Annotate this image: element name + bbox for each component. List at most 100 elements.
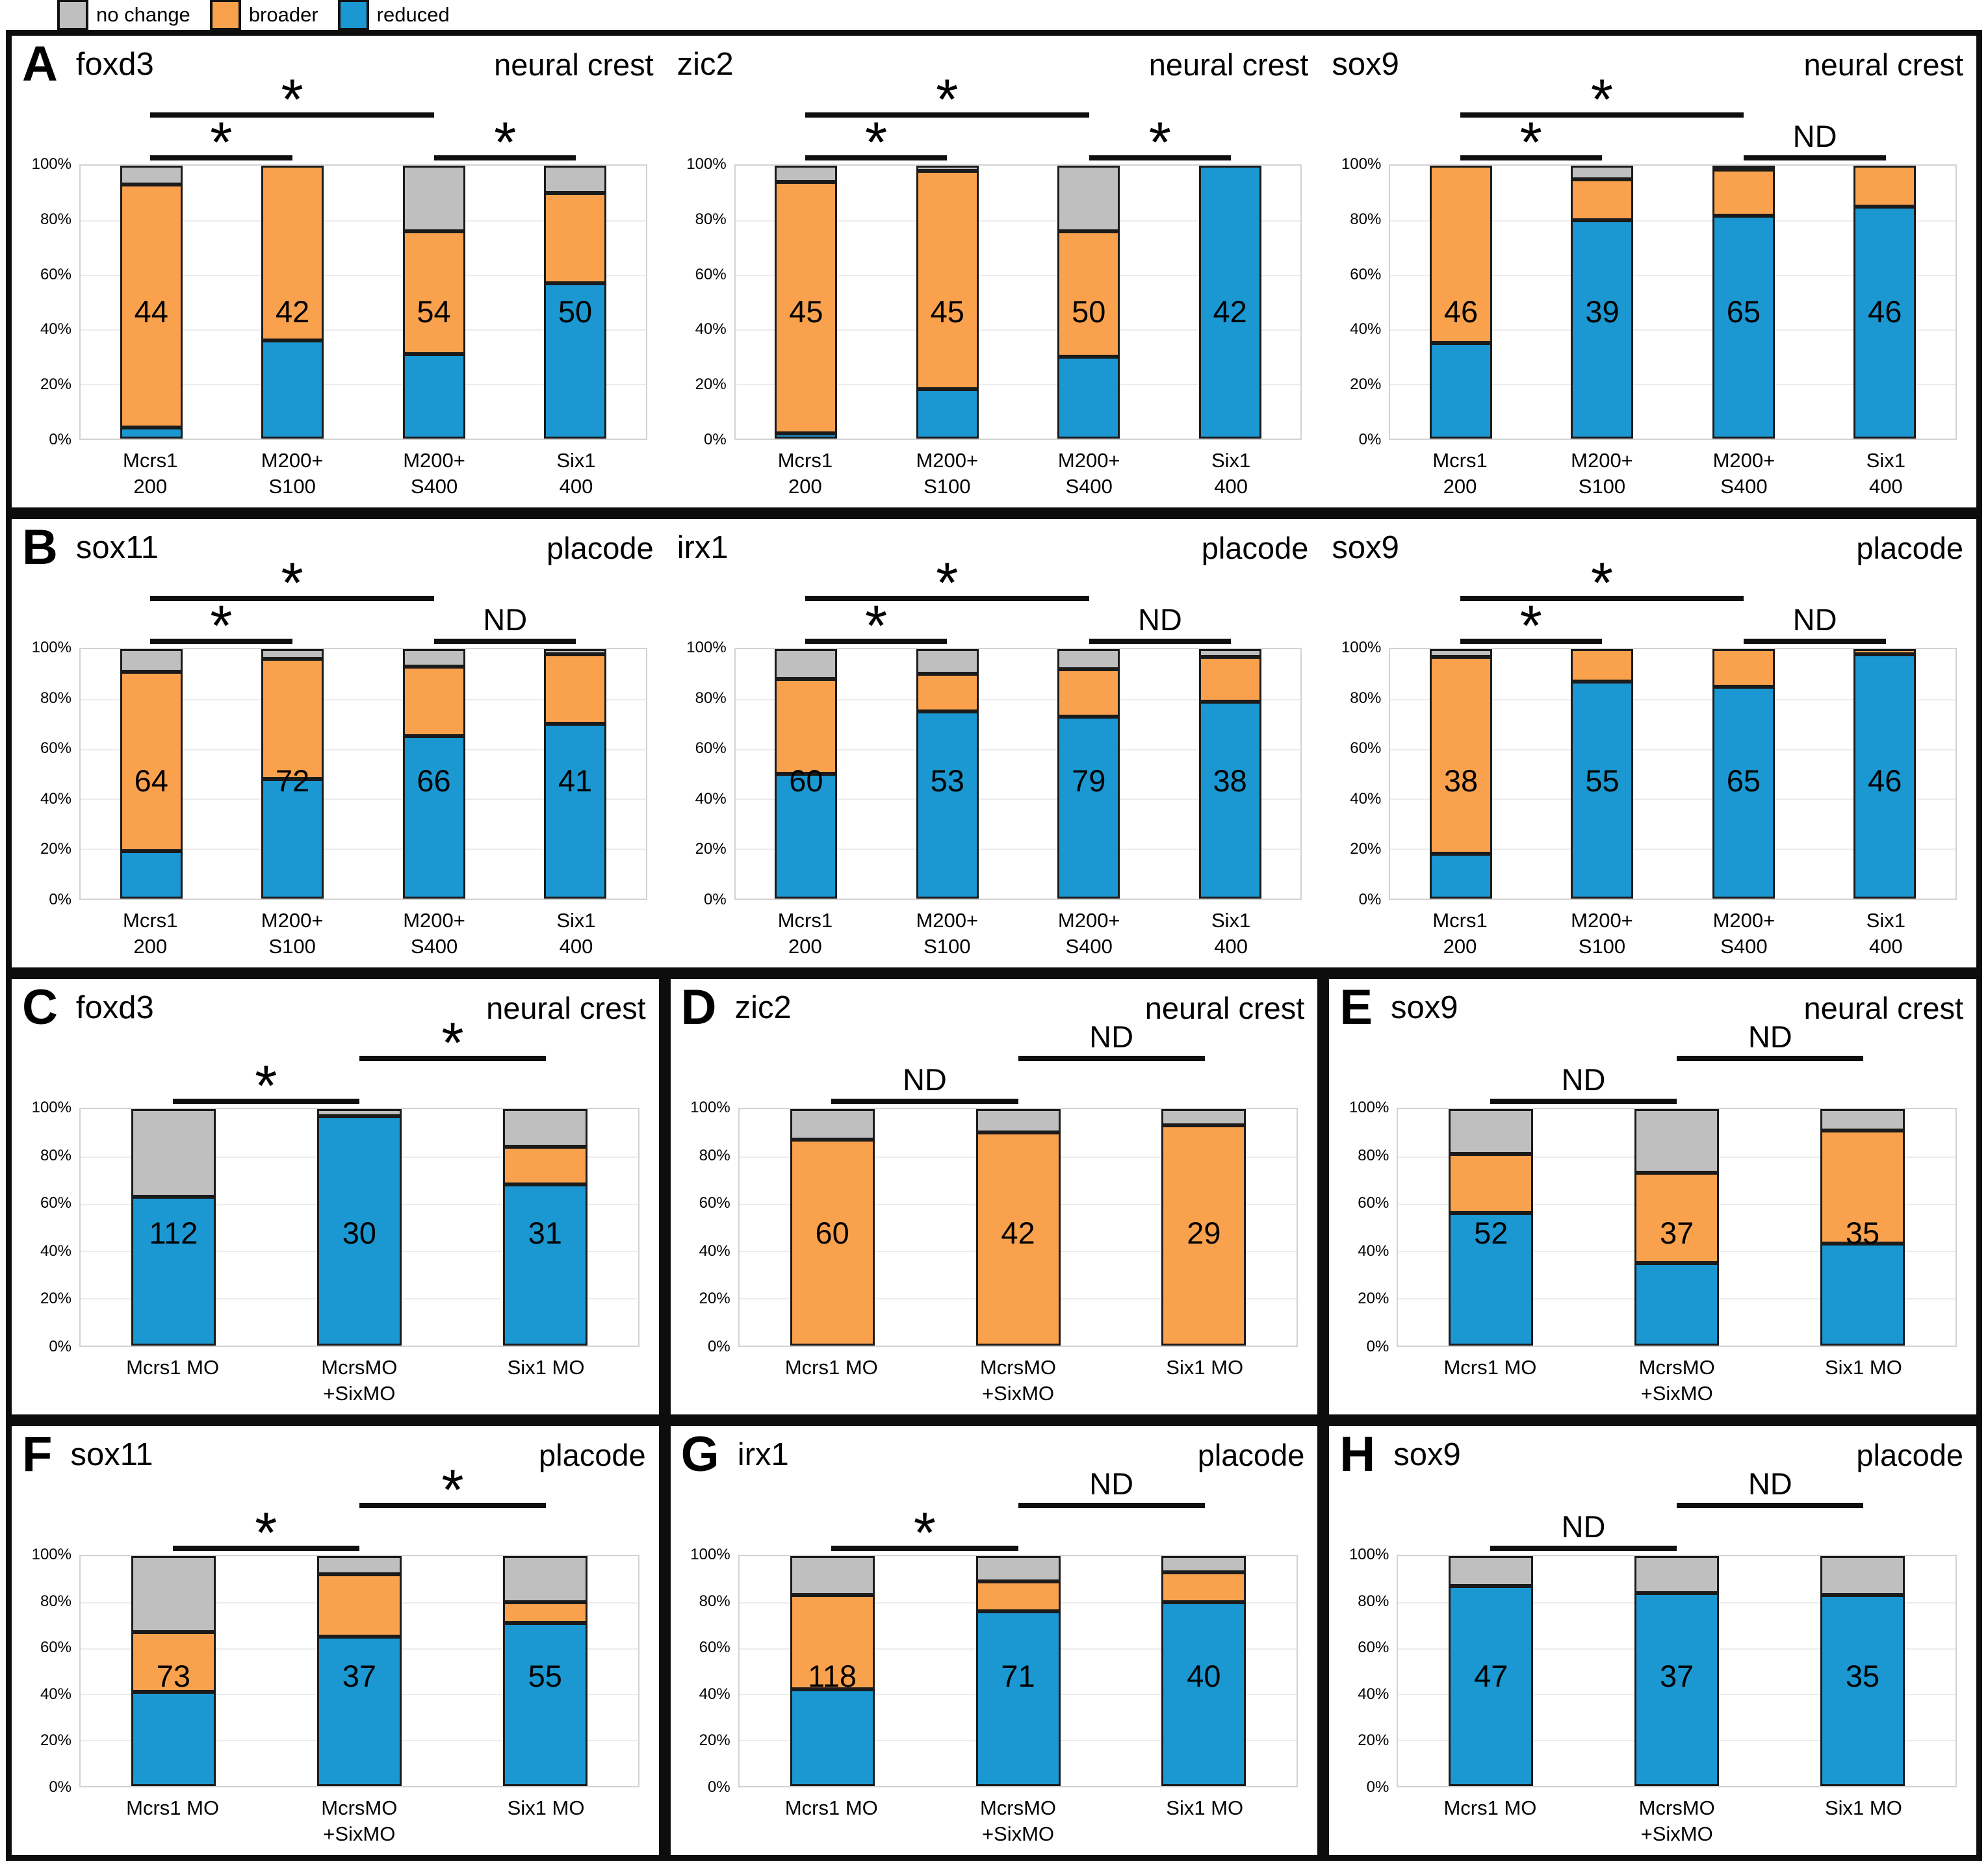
n-label: 50	[558, 294, 593, 329]
bars: 46 39 65 46	[1390, 166, 1956, 439]
bars: 112 30 31	[81, 1109, 638, 1346]
bar-six1-400	[543, 166, 606, 439]
y-tick: 80%	[40, 1146, 71, 1164]
gene-title: sox9	[1332, 47, 1399, 82]
bar-slot: 66	[363, 649, 504, 899]
x-label-line: M200+	[261, 909, 324, 932]
x-axis-labels: Mcrs1 200 M200+ S100 M200+ S400 Six1 400	[79, 440, 647, 501]
x-category-label: M200+ S100	[1531, 908, 1673, 961]
bar-slot: 37	[1584, 1556, 1770, 1786]
y-tick: 100%	[690, 1099, 730, 1116]
segment-broader	[1430, 656, 1493, 854]
segment-no-change	[120, 649, 183, 672]
x-label-line: 400	[559, 934, 593, 958]
plot-area: 47 37 35	[1397, 1555, 1957, 1787]
chart-header: zic2 neural crest	[677, 38, 1309, 90]
bar-mcrs1-200	[120, 649, 183, 899]
x-label-line: Six1	[1211, 909, 1251, 932]
y-tick: 0%	[49, 1778, 71, 1796]
y-tick: 80%	[1358, 1146, 1389, 1164]
y-tick: 0%	[1366, 1338, 1389, 1355]
y-tick: 40%	[1350, 320, 1382, 339]
x-label-line: Six1 MO	[507, 1796, 585, 1819]
x-category-label: McrsMO +SixMO	[266, 1355, 452, 1408]
segment-broader	[1430, 166, 1493, 343]
bar-slot: 53	[877, 649, 1018, 899]
x-axis-labels: Mcrs1 200 M200+ S100 M200+ S400 Six1 400	[1389, 900, 1957, 961]
chart-grid: ND ND 100% 80% 60% 40% 20% 0% 47 37 35 Mcrs1 MO Mcrs…	[1339, 1468, 1963, 1848]
segment-no-change	[775, 649, 838, 680]
segment-no-change	[1449, 1556, 1534, 1587]
y-tick: 60%	[40, 739, 71, 758]
y-tick: 80%	[40, 1592, 71, 1610]
segment-broader	[790, 1140, 875, 1346]
bar-slot: 55	[452, 1556, 638, 1786]
significance-label: ND	[902, 1062, 947, 1097]
tissue-label: placode	[1856, 530, 1964, 565]
n-label: 79	[1072, 763, 1106, 799]
gridline	[81, 849, 646, 850]
x-label-line: M200+	[1712, 909, 1775, 932]
n-label: 38	[1443, 763, 1478, 799]
segment-reduced	[1634, 1262, 1720, 1346]
chart-grid: * * * 100% 80% 60% 40% 20% 0% 44 42 54 50 Mcrs1 200 M20…	[22, 70, 654, 501]
significance-line	[1018, 1503, 1205, 1508]
x-category-label: M200+ S400	[1673, 448, 1814, 501]
x-category-label: Six1 MO	[452, 1355, 639, 1408]
x-label-line: M200+	[1057, 449, 1120, 472]
x-category-label: Six1 400	[1160, 448, 1302, 501]
segment-reduced	[402, 353, 465, 439]
segment-broader	[975, 1132, 1061, 1346]
segment-broader	[543, 193, 606, 283]
bar-m200-s100	[1571, 166, 1634, 439]
significance-label: *	[913, 1500, 936, 1565]
tissue-label: neural crest	[1803, 47, 1964, 82]
bar-slot: 37	[266, 1556, 452, 1786]
x-label-line: 200	[133, 474, 168, 498]
segment-no-change	[1161, 1556, 1246, 1572]
segment-reduced	[543, 283, 606, 439]
y-tick: 60%	[1358, 1194, 1389, 1212]
bar-m200-s400	[1057, 649, 1120, 899]
panel-letter: A	[22, 36, 58, 92]
y-tick: 0%	[1358, 431, 1382, 448]
bar-slot: 72	[222, 649, 363, 899]
segment-no-change	[316, 1556, 402, 1575]
segment-no-change	[1712, 166, 1775, 170]
segment-broader	[402, 231, 465, 354]
gridline	[1390, 748, 1956, 750]
x-category-label: M200+ S400	[1018, 908, 1160, 961]
segment-broader	[502, 1602, 587, 1623]
bar-six1-400	[1198, 649, 1261, 899]
n-label: 60	[789, 763, 823, 799]
gene-title: sox11	[70, 1437, 153, 1472]
chart-grid: * ND 100% 80% 60% 40% 20% 0% 118 71 40 Mcrs1 MO Mcrs…	[681, 1468, 1305, 1848]
n-label: 39	[1585, 294, 1620, 329]
x-label-line: Mcrs1 MO	[1443, 1356, 1537, 1379]
x-axis-labels: Mcrs1 MO McrsMO +SixMO Six1 MO	[79, 1347, 639, 1408]
segment-broader	[1057, 669, 1120, 717]
bar-slot: 45	[877, 166, 1018, 439]
y-tick: 100%	[1341, 639, 1382, 656]
n-label: 41	[558, 763, 593, 799]
segment-no-change	[1634, 1556, 1720, 1593]
chart-sox9-placode: sox9 placode * * ND 100% 80% 60% 40% 20% 0% 38 55 65 4…	[1321, 519, 1976, 967]
gene-title: sox11	[75, 530, 159, 565]
y-tick: 60%	[40, 1194, 71, 1212]
y-tick: 100%	[690, 1546, 730, 1563]
bar-slot: 42	[925, 1109, 1111, 1346]
significance-label: ND	[1561, 1509, 1606, 1544]
y-tick: 80%	[40, 689, 71, 707]
segment-reduced	[916, 711, 979, 899]
panel-letter: C	[22, 980, 58, 1035]
significance-line	[1460, 639, 1602, 644]
n-label: 53	[930, 763, 964, 799]
significance-label: *	[936, 66, 959, 131]
n-label: 46	[1443, 294, 1478, 329]
bar-slot: 46	[1814, 649, 1956, 899]
x-label-line: 400	[1214, 934, 1248, 958]
